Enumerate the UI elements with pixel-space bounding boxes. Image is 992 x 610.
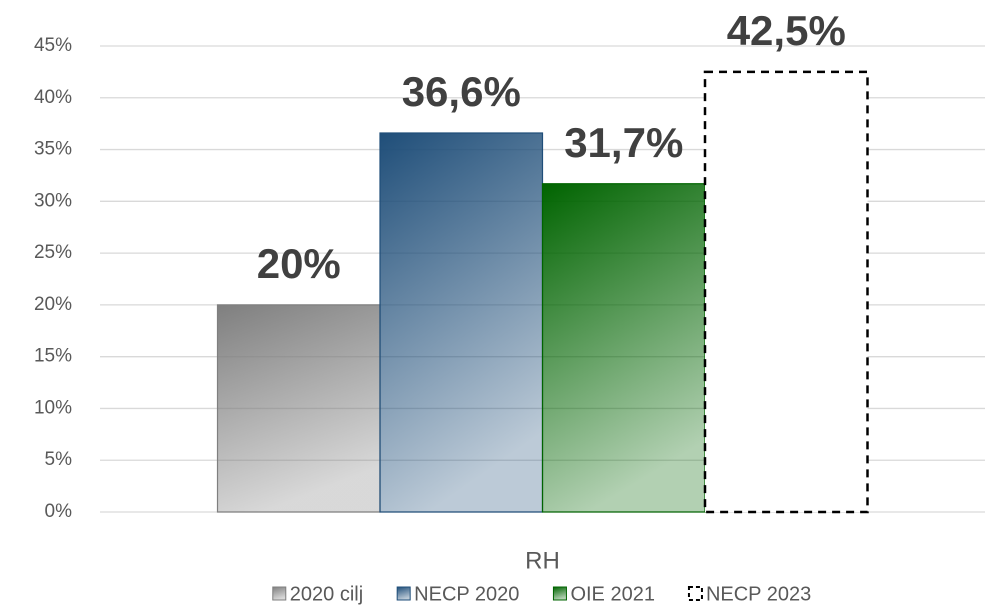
legend-swatch xyxy=(687,586,703,601)
x-tick-label: RH xyxy=(525,547,560,574)
bar xyxy=(541,183,706,513)
y-tick-label: 5% xyxy=(45,449,73,470)
bar xyxy=(216,304,381,513)
bar xyxy=(379,132,544,513)
y-tick-label: 20% xyxy=(34,294,72,315)
y-tick-label: 45% xyxy=(34,35,72,56)
data-label: 31,7% xyxy=(564,119,683,166)
y-tick-label: 0% xyxy=(45,501,73,522)
data-label: 36,6% xyxy=(402,68,521,115)
legend-label: OIE 2021 xyxy=(570,583,655,605)
y-tick-label: 40% xyxy=(34,87,72,108)
y-tick-label: 35% xyxy=(34,139,72,160)
data-label: 20% xyxy=(257,240,341,287)
data-label: 42,5% xyxy=(727,7,846,54)
y-tick-label: 30% xyxy=(34,190,72,211)
y-tick-label: 15% xyxy=(34,346,72,367)
bar xyxy=(703,70,869,514)
legend-label: 2020 cilj xyxy=(290,583,363,605)
legend-swatch xyxy=(272,586,287,601)
legend-swatch xyxy=(396,586,411,601)
legend-label: NECP 2023 xyxy=(706,583,811,605)
legend-swatch xyxy=(552,586,567,601)
legend-label: NECP 2020 xyxy=(414,583,519,605)
y-tick-label: 10% xyxy=(34,397,72,418)
y-tick-label: 25% xyxy=(34,242,72,263)
